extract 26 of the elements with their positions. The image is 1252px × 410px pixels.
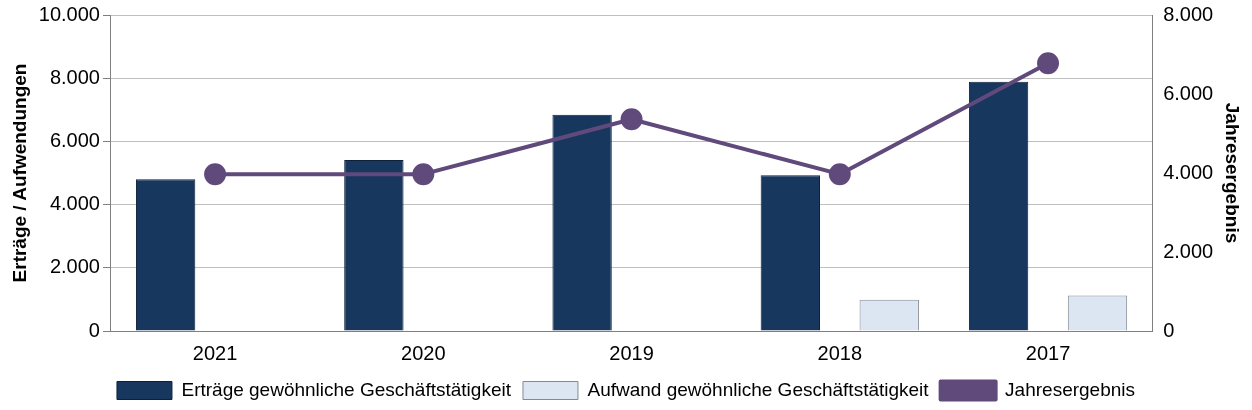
y-tick-label: 6.000 bbox=[49, 128, 100, 151]
x-tick-label: 2020 bbox=[401, 341, 446, 364]
x-tick-label: 2018 bbox=[817, 341, 863, 364]
legend-label: Jahresergebnis bbox=[1005, 378, 1136, 400]
y-tick-label: 4.000 bbox=[49, 192, 100, 215]
y2-tick-label: 2.000 bbox=[1163, 239, 1214, 262]
point bbox=[1037, 52, 1060, 75]
x-tick-label: 2017 bbox=[1025, 341, 1071, 364]
y2-tick-label: 4.000 bbox=[1163, 160, 1214, 183]
y-axis-title: Erträge / Aufwendungen bbox=[8, 63, 30, 283]
point bbox=[412, 163, 435, 186]
y-tick-label: 10.000 bbox=[38, 2, 100, 25]
y2-tick-label: 6.000 bbox=[1163, 81, 1214, 104]
legend-label: Erträge gewöhnliche Geschäftstätigkeit bbox=[181, 378, 512, 400]
y-tick-label: 0 bbox=[88, 318, 100, 341]
y2-tick-label: 0 bbox=[1163, 318, 1175, 341]
y2-axis-title: Jahresergebnis bbox=[1222, 102, 1244, 244]
x-tick-label: 2019 bbox=[609, 341, 654, 364]
y-tick-label: 8.000 bbox=[49, 65, 100, 88]
point bbox=[828, 163, 851, 186]
point bbox=[620, 108, 643, 131]
x-tick-label: 2021 bbox=[192, 341, 238, 364]
y2-tick-label: 8.000 bbox=[1163, 2, 1214, 25]
legend-label: Aufwand gewöhnliche Geschäftstätigkeit bbox=[587, 378, 930, 400]
y-tick-label: 2.000 bbox=[49, 255, 100, 278]
point bbox=[204, 163, 227, 186]
